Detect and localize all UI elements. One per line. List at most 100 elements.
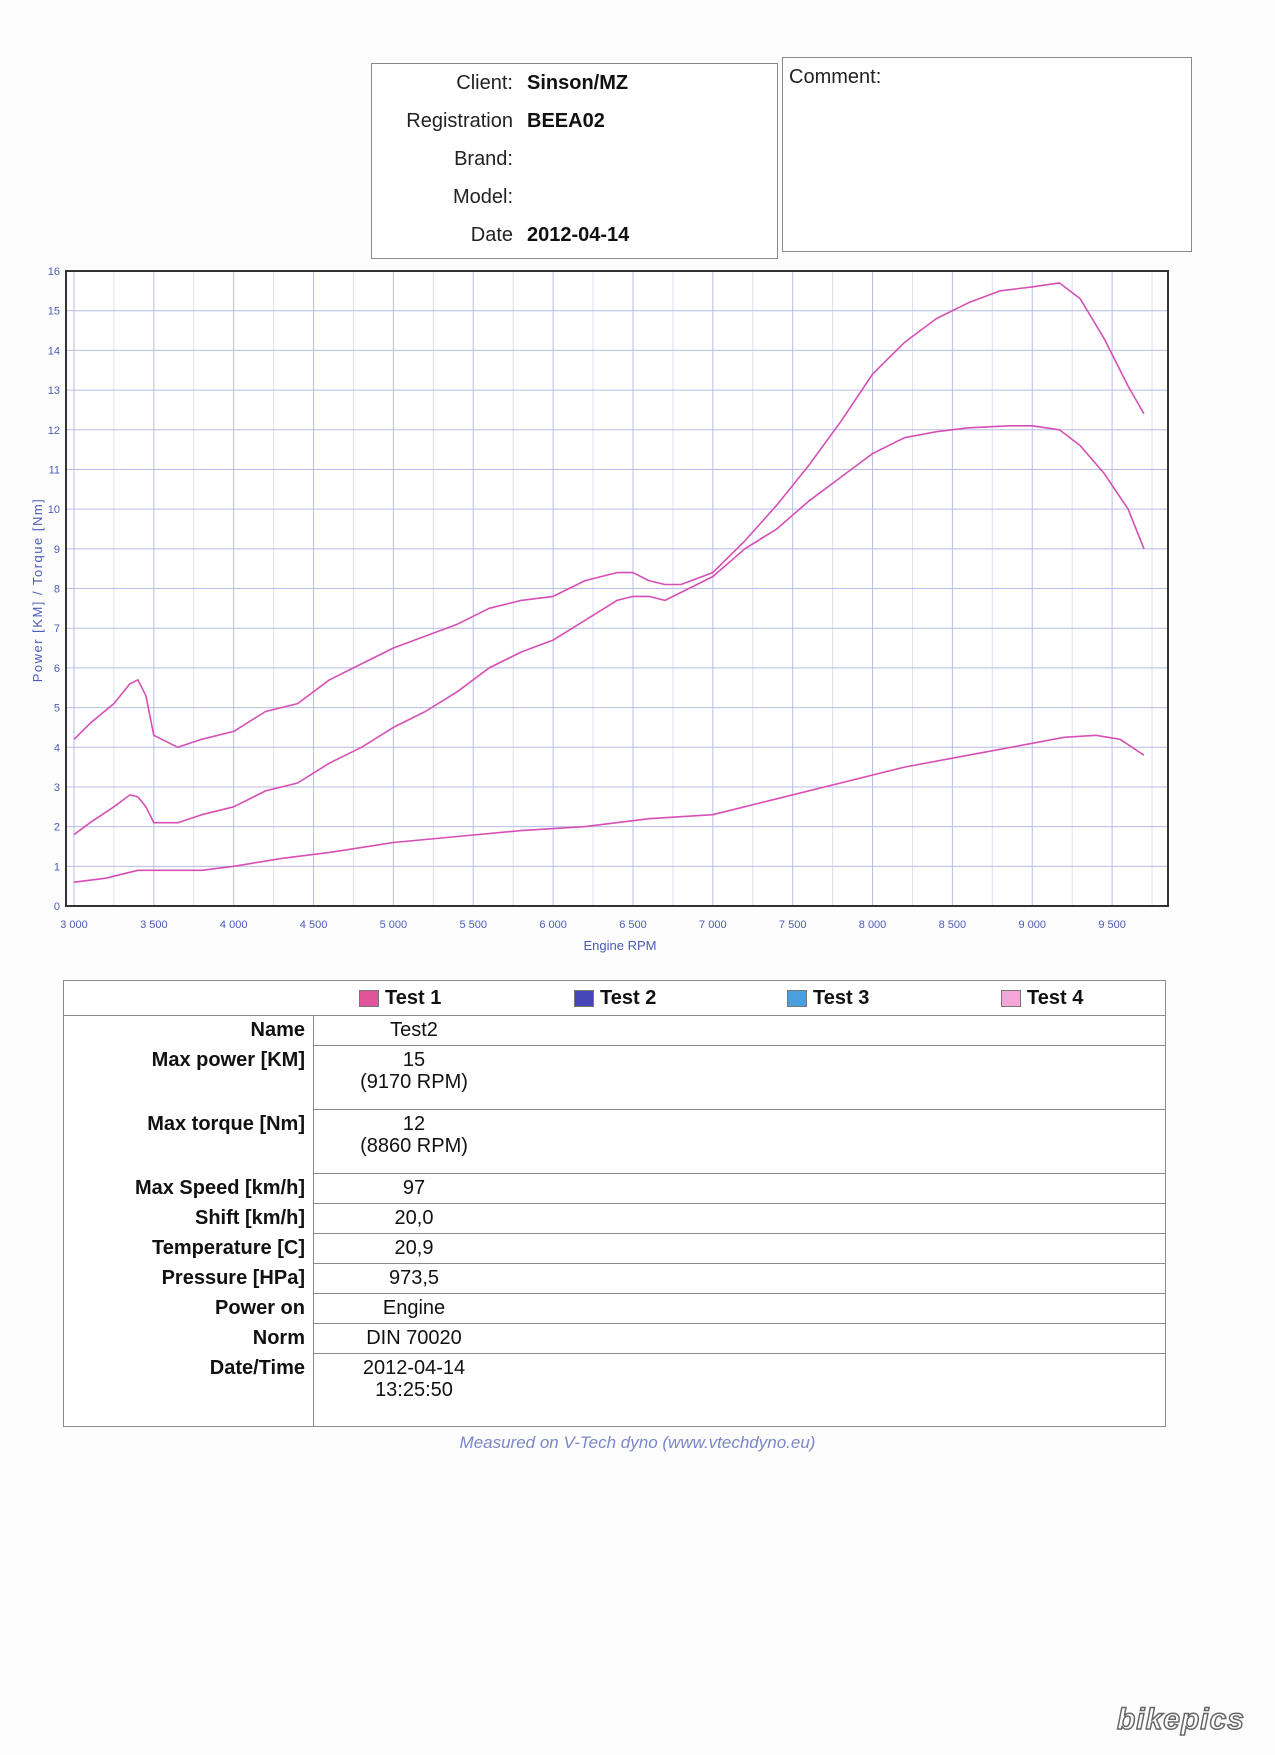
x-tick-label: 3 000: [60, 919, 88, 931]
y-tick-label: 2: [54, 822, 60, 834]
tick-labels: 3 000 3 500 4 000 4 500 5 000 5 500 6 000 6 500…: [48, 266, 1126, 931]
date-value: 2012-04-14: [527, 224, 630, 246]
footer-note: Measured on V-Tech dyno (www.vtechdyno.e…: [459, 1433, 816, 1452]
x-tick-label: 7 000: [699, 919, 727, 931]
registration-row: Registration BEEA02: [372, 102, 777, 140]
x-tick-label: 5 000: [380, 919, 408, 931]
x-tick-label: 8 500: [939, 919, 967, 931]
legend-divider: [64, 1015, 1165, 1016]
result-value: 2012-04-14 13:25:50: [362, 1357, 466, 1401]
y-tick-label: 8: [54, 584, 60, 596]
result-value: 97: [402, 1177, 426, 1199]
legend-item-test-3: Test 3: [787, 987, 869, 1010]
registration-value: BEEA02: [527, 110, 605, 132]
model-label: Model:: [452, 186, 513, 208]
result-value: 12 (8860 RPM): [360, 1113, 468, 1157]
series-line-2: [73, 424, 1145, 836]
row-divider: [314, 1293, 1165, 1294]
y-tick-label: 15: [48, 306, 60, 318]
result-label: Power on: [214, 1297, 305, 1319]
result-label: Date/Time: [209, 1357, 305, 1379]
result-label: Temperature [C]: [152, 1237, 305, 1259]
date-row: Date 2012-04-14: [372, 216, 777, 254]
legend-swatch: [574, 990, 594, 1007]
x-tick-label: 4 500: [300, 919, 328, 931]
legend-label: Test 3: [813, 987, 870, 1009]
y-tick-label: 14: [48, 345, 60, 357]
y-tick-label: 12: [48, 425, 60, 437]
legend-label: Test 4: [1027, 987, 1084, 1009]
row-divider: [314, 1173, 1165, 1174]
result-value: 20,9: [394, 1237, 434, 1259]
result-value: Engine: [382, 1297, 446, 1319]
x-tick-label: 8 000: [859, 919, 887, 931]
result-value: 15 (9170 RPM): [360, 1049, 468, 1093]
x-axis-label: Engine RPM: [584, 938, 657, 953]
column-divider: [313, 1015, 314, 1426]
row-divider: [314, 1323, 1165, 1324]
x-tick-label: 6 000: [539, 919, 567, 931]
y-tick-label: 10: [48, 504, 60, 516]
x-tick-label: 4 000: [220, 919, 248, 931]
result-label: Norm: [252, 1327, 305, 1349]
date-label: Date: [470, 224, 513, 246]
series-line-3: [73, 734, 1145, 883]
legend-label: Test 2: [600, 987, 657, 1009]
legend-swatch: [359, 990, 379, 1007]
results-table: Test 1 Test 2 Test 3 Test 4 Name Test2 Max po…: [63, 980, 1166, 1427]
y-tick-label: 7: [54, 623, 60, 635]
legend-swatch: [1001, 990, 1021, 1007]
row-divider: [314, 1203, 1165, 1204]
result-label: Max power [KM]: [151, 1049, 305, 1071]
y-tick-label: 16: [48, 266, 60, 278]
dyno-chart: 3 000 3 500 4 000 4 500 5 000 5 500 6 000 6 500…: [30, 266, 1169, 953]
row-divider: [314, 1109, 1165, 1110]
result-value: Test2: [390, 1019, 438, 1041]
result-label: Max Speed [km/h]: [134, 1177, 305, 1199]
y-tick-label: 3: [54, 782, 60, 794]
grid: [66, 270, 1168, 907]
row-divider: [314, 1045, 1165, 1046]
client-label: Client:: [456, 72, 513, 94]
y-tick-label: 0: [54, 901, 60, 913]
client-row: Client: Sinson/MZ: [372, 64, 777, 102]
comment-label: Comment:: [789, 66, 882, 88]
result-label: Max torque [Nm]: [147, 1113, 305, 1135]
y-tick-label: 9: [54, 544, 60, 556]
series-line-1: [73, 282, 1145, 749]
x-tick-label: 5 500: [459, 919, 487, 931]
x-tick-label: 9 500: [1098, 919, 1126, 931]
result-value: DIN 70020: [366, 1327, 462, 1349]
legend-item-test-2: Test 2: [574, 987, 656, 1010]
watermark-logo: bikepics: [1116, 1702, 1245, 1737]
legend-item-test-1: Test 1: [359, 987, 441, 1010]
legend-label: Test 1: [385, 987, 442, 1009]
result-label: Shift [km/h]: [195, 1207, 305, 1229]
x-tick-label: 9 000: [1018, 919, 1046, 931]
x-tick-label: 7 500: [779, 919, 807, 931]
row-divider: [314, 1233, 1165, 1234]
result-value: 973,5: [388, 1267, 440, 1289]
brand-label: Brand:: [454, 148, 513, 170]
y-tick-label: 4: [54, 742, 60, 754]
y-tick-label: 1: [54, 861, 60, 873]
result-value: 20,0: [394, 1207, 434, 1229]
model-row: Model:: [372, 178, 777, 216]
result-label: Name: [250, 1019, 305, 1041]
y-tick-label: 11: [49, 464, 60, 476]
y-tick-label: 6: [54, 663, 60, 675]
y-axis-label: Power [KM] / Torque [Nm]: [30, 498, 45, 683]
row-divider: [314, 1353, 1165, 1354]
plot-frame: [65, 270, 1169, 907]
legend-item-test-4: Test 4: [1001, 987, 1083, 1010]
legend-swatch: [787, 990, 807, 1007]
brand-row: Brand:: [372, 140, 777, 178]
client-value: Sinson/MZ: [527, 72, 629, 94]
registration-label: Registration: [406, 110, 513, 132]
result-label: Pressure [HPa]: [161, 1267, 305, 1289]
y-tick-label: 13: [48, 385, 60, 397]
x-tick-label: 6 500: [619, 919, 647, 931]
y-tick-label: 5: [54, 703, 60, 715]
series-lines: [73, 282, 1145, 883]
client-info-box: Client: Sinson/MZ Registration BEEA02 Br…: [371, 63, 778, 259]
